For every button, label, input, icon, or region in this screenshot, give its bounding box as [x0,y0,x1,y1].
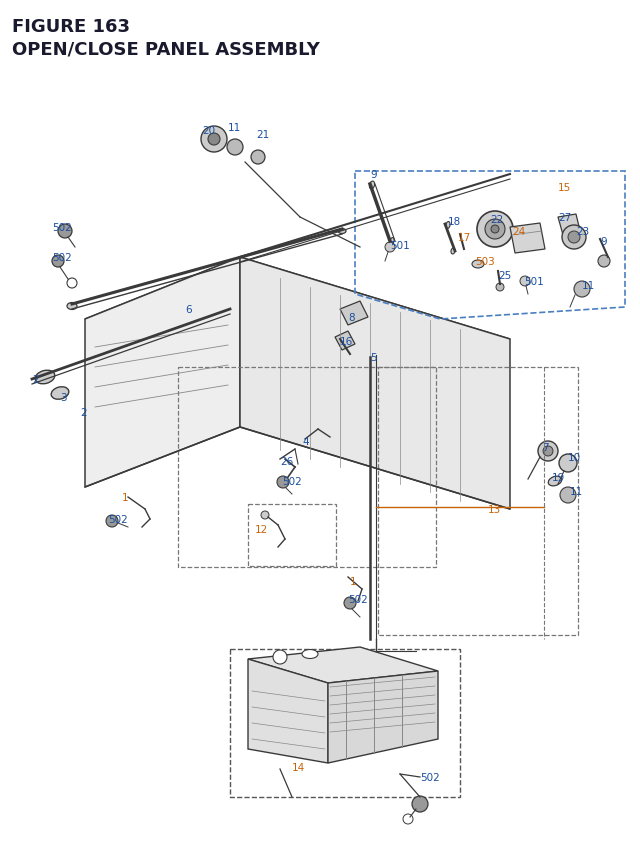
Text: OPEN/CLOSE PANEL ASSEMBLY: OPEN/CLOSE PANEL ASSEMBLY [12,40,320,58]
Text: 502: 502 [420,772,440,782]
Polygon shape [328,672,438,763]
Text: 21: 21 [256,130,269,139]
Circle shape [251,151,265,164]
Bar [178,368,436,567]
Text: 18: 18 [448,217,461,226]
Circle shape [261,511,269,519]
Circle shape [598,256,610,268]
Circle shape [543,447,553,456]
Polygon shape [340,301,368,325]
Text: 11: 11 [228,123,241,133]
Polygon shape [335,331,355,350]
Text: 9: 9 [600,237,607,247]
Text: 6: 6 [185,305,191,314]
Text: 17: 17 [458,232,471,243]
Text: 10: 10 [568,453,581,462]
Polygon shape [85,257,240,487]
Text: 13: 13 [488,505,501,514]
Circle shape [277,476,289,488]
Circle shape [273,650,287,664]
Circle shape [568,232,580,244]
Bar [248,505,336,567]
Text: 24: 24 [512,226,525,237]
Ellipse shape [548,477,562,486]
Circle shape [560,487,576,504]
Ellipse shape [302,650,318,659]
Text: 501: 501 [524,276,544,287]
Ellipse shape [35,371,55,384]
Ellipse shape [67,303,77,310]
Text: 7: 7 [542,443,548,453]
Text: 25: 25 [498,270,511,281]
Circle shape [106,516,118,528]
Circle shape [538,442,558,461]
Text: 1: 1 [122,492,129,503]
Text: 11: 11 [582,281,595,291]
Text: 14: 14 [292,762,305,772]
Text: 16: 16 [340,337,353,347]
Polygon shape [510,224,545,254]
Circle shape [574,282,590,298]
Text: 15: 15 [558,183,572,193]
Text: 502: 502 [282,476,301,486]
Bar [378,368,578,635]
Text: FIGURE 163: FIGURE 163 [12,18,130,36]
Text: 502: 502 [52,253,72,263]
Ellipse shape [446,222,450,229]
Circle shape [52,256,64,268]
Circle shape [559,455,577,473]
Ellipse shape [472,261,484,269]
Polygon shape [85,257,510,401]
Polygon shape [558,214,582,243]
Text: 5: 5 [370,353,376,362]
Circle shape [412,796,428,812]
Text: 1: 1 [350,576,356,586]
Text: 19: 19 [552,473,565,482]
Polygon shape [240,257,510,510]
Bar [230,649,460,797]
Text: 501: 501 [390,241,410,251]
Ellipse shape [369,182,374,189]
Text: 8: 8 [348,313,355,323]
Circle shape [201,127,227,152]
Ellipse shape [338,229,346,234]
Text: 12: 12 [255,524,268,535]
Ellipse shape [390,238,394,245]
Circle shape [491,226,499,233]
Circle shape [477,212,513,248]
Text: 2: 2 [32,375,38,385]
Text: 11: 11 [570,486,583,497]
Circle shape [485,220,505,239]
Text: 22: 22 [490,214,503,225]
Polygon shape [248,647,438,684]
Text: 9: 9 [370,170,376,180]
Ellipse shape [51,387,69,400]
Circle shape [562,226,586,250]
Text: 3: 3 [60,393,67,403]
Circle shape [227,139,243,156]
Circle shape [344,598,356,610]
Circle shape [520,276,530,287]
Text: 23: 23 [576,226,589,237]
Circle shape [385,243,395,253]
Circle shape [58,225,72,238]
Circle shape [496,283,504,292]
Text: 502: 502 [348,594,368,604]
Ellipse shape [451,249,455,255]
Polygon shape [248,660,328,763]
Text: 503: 503 [475,257,495,267]
Text: 27: 27 [558,213,572,223]
Text: 20: 20 [202,126,215,136]
Text: 4: 4 [302,437,308,447]
Text: 502: 502 [108,514,128,524]
Text: 2: 2 [80,407,86,418]
Text: 502: 502 [52,223,72,232]
Circle shape [208,133,220,146]
Text: 26: 26 [280,456,293,467]
